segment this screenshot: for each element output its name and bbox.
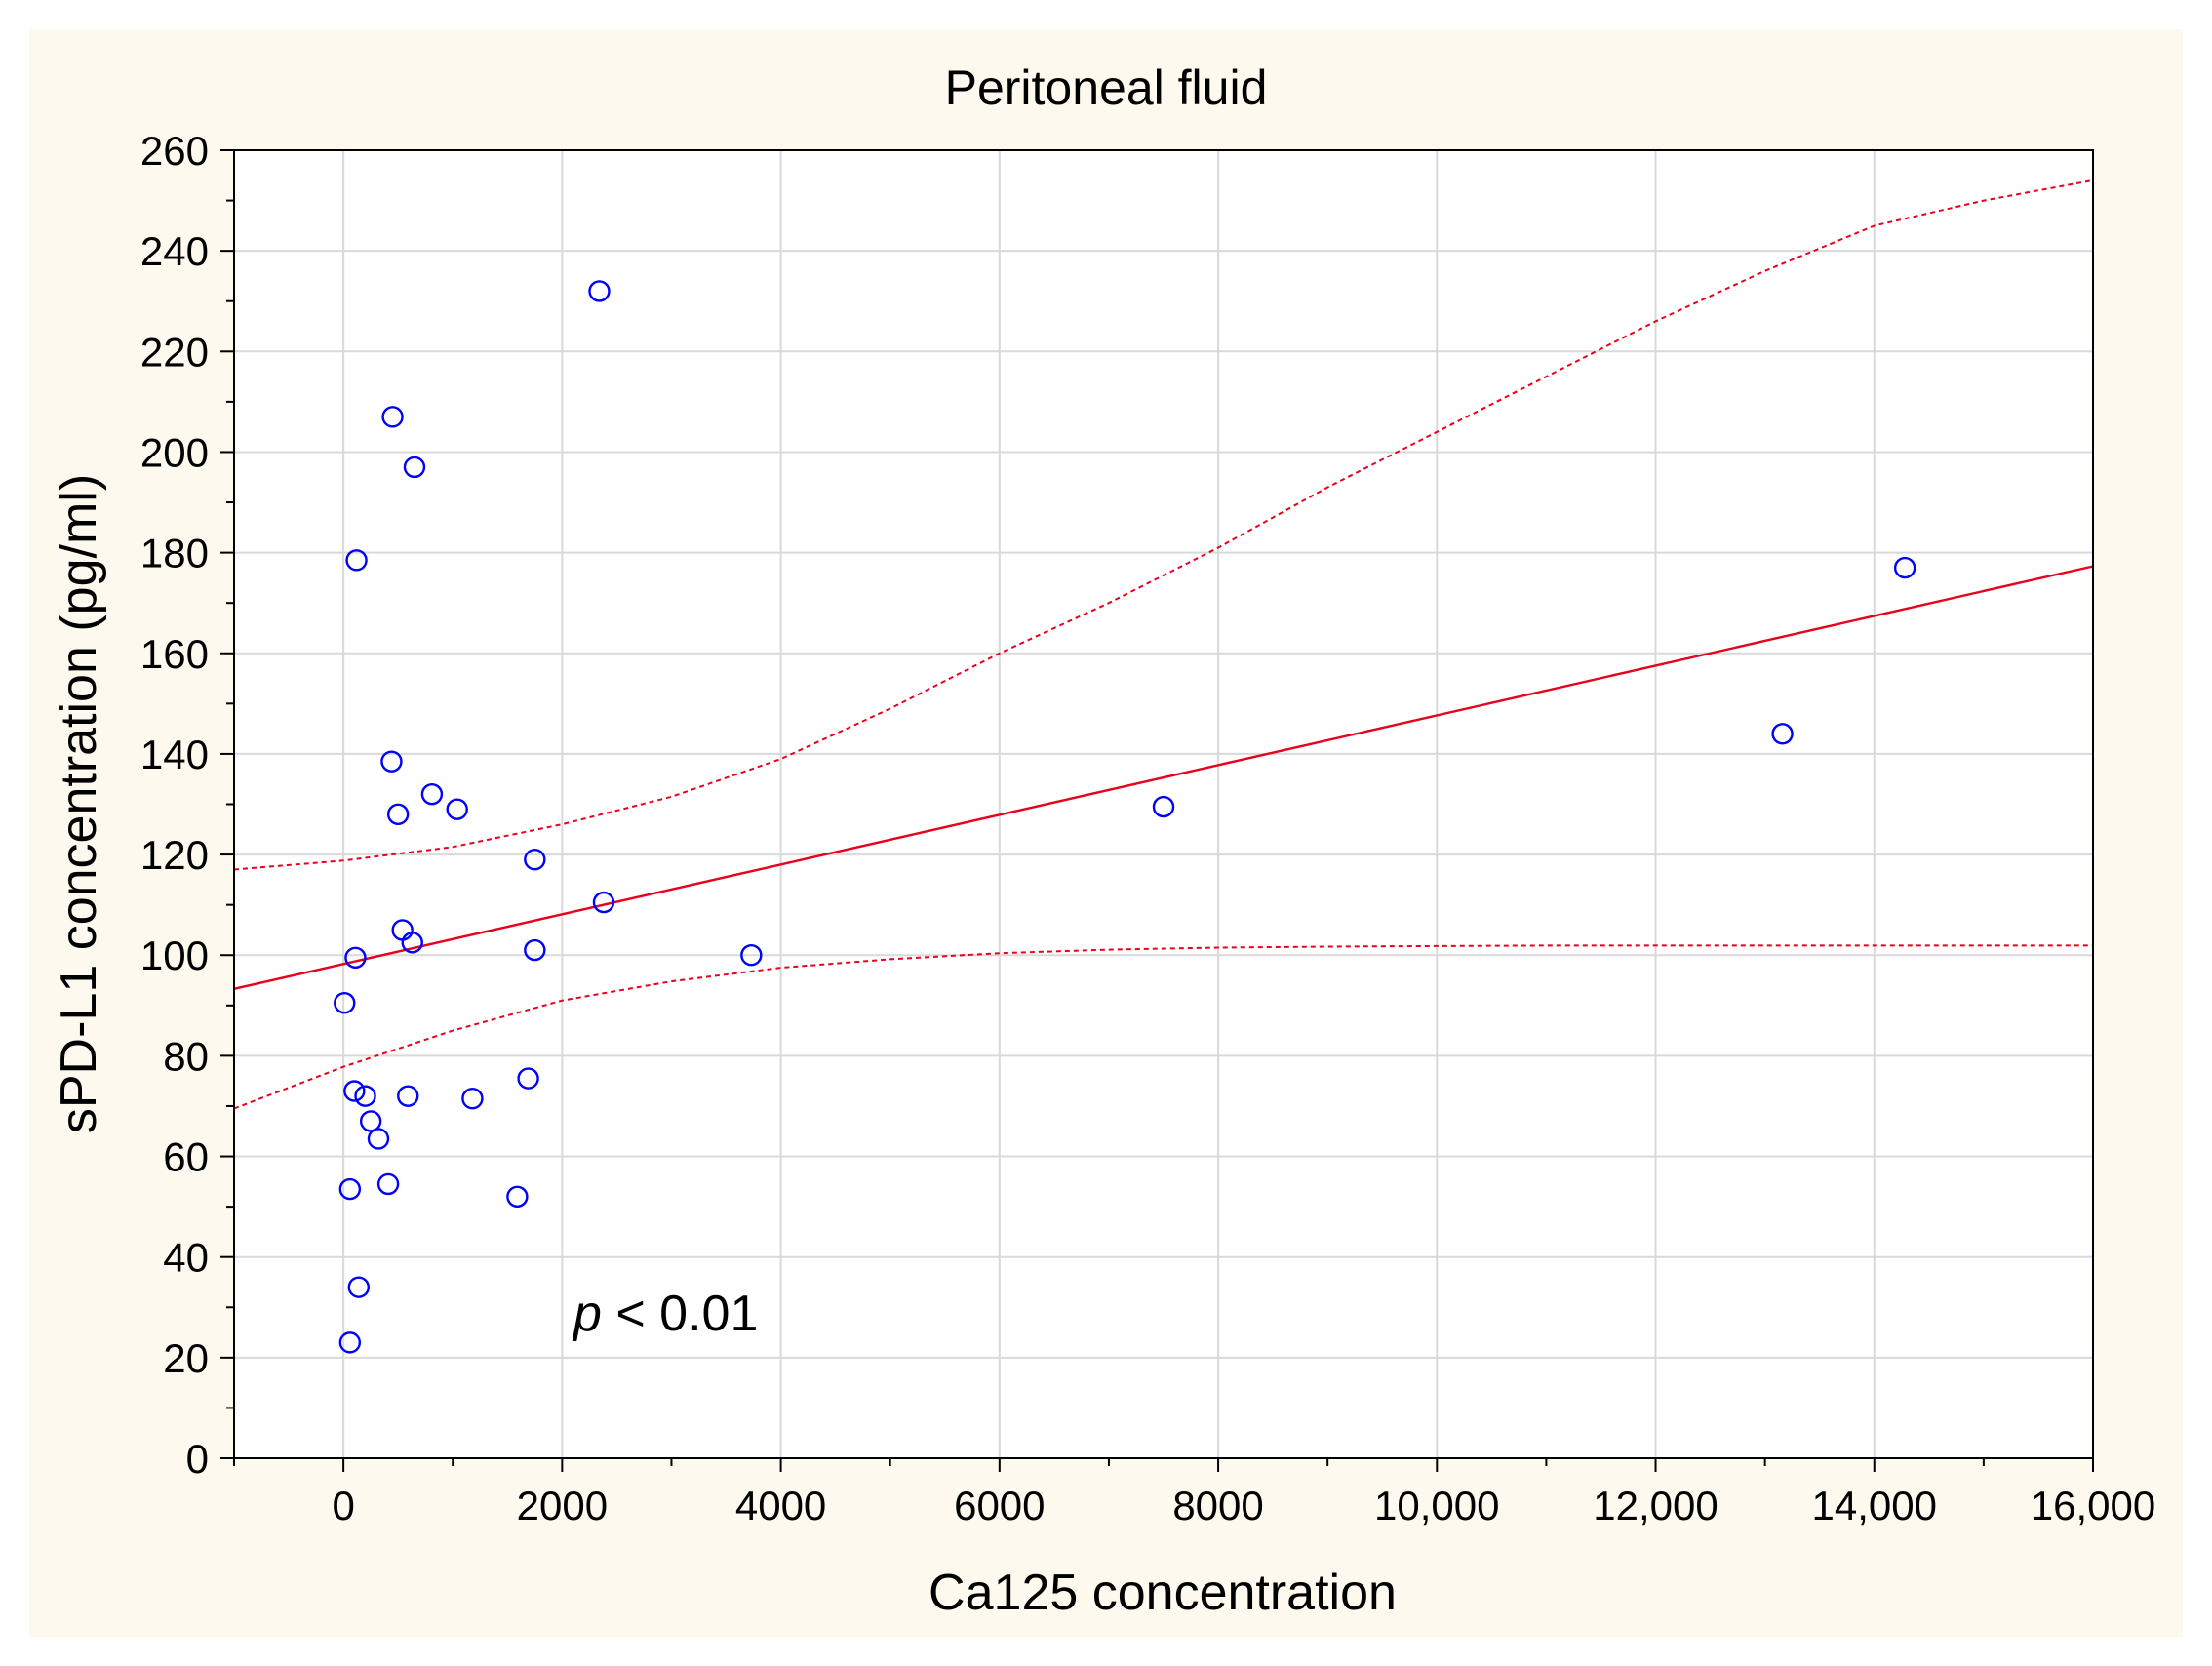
data-point [588,280,611,302]
data-point [334,992,356,1014]
y-tick-label: 60 [163,1134,209,1180]
data-point [420,782,444,806]
y-tick-label: 220 [140,329,209,375]
y-tick-label: 200 [140,429,209,475]
data-point [386,803,410,826]
data-point [403,456,426,479]
x-axis-title: Ca125 concentration [928,1565,1397,1621]
y-tick-label: 0 [186,1436,209,1482]
y-tick-label: 40 [163,1235,209,1281]
data-point [354,1085,376,1107]
x-tick-label: 0 [332,1483,354,1528]
y-tick-label: 20 [163,1335,209,1381]
data-point [397,1085,419,1107]
data-point [524,849,546,871]
confidence-bands [233,178,2094,1110]
data-point [446,798,468,820]
y-tick-label: 140 [140,732,209,777]
data-point [1771,723,1794,745]
y-tick-label: 260 [140,128,209,174]
regression-line-group [233,565,2094,990]
plot-area [234,150,2093,1458]
data-point [1152,795,1175,818]
data-point [359,1110,382,1132]
data-point [338,1177,362,1201]
y-tick-label: 120 [140,832,209,878]
y-tick-label: 180 [140,531,209,576]
y-tick-label: 160 [140,631,209,677]
y-tick-label: 240 [140,228,209,274]
x-tick-label: 12,000 [1593,1483,1718,1528]
data-point [343,1080,366,1102]
data-point [345,549,368,572]
regression-line [233,565,2094,990]
upper-confidence-band [233,178,2094,871]
lower-confidence-band [233,944,2093,1110]
data-point [740,944,763,967]
data-point [381,406,404,428]
p-value-text: < 0.01 [602,1286,758,1342]
data-point [347,1276,371,1298]
data-point [344,946,367,970]
data-point [461,1088,484,1110]
data-point [592,891,615,914]
data-point [380,750,403,773]
y-tick-label: 100 [140,932,209,978]
y-axis-title: sPD-L1 concentration (pg/ml) [51,474,107,1133]
data-point [517,1067,539,1090]
p-value-symbol: p [572,1286,602,1342]
data-point [401,932,423,954]
p-value-annotation: p < 0.01 [572,1286,758,1342]
data-point [338,1331,362,1354]
data-point [367,1128,390,1150]
data-point [1893,556,1916,579]
x-tick-label: 6000 [954,1483,1045,1528]
x-tick-label: 2000 [517,1483,608,1528]
x-tick-label: 14,000 [1812,1483,1937,1528]
chart-title: Peritoneal fluid [945,60,1268,115]
data-point [506,1185,529,1209]
y-tick-label: 80 [163,1033,209,1079]
x-tick-label: 4000 [735,1483,826,1528]
data-point [376,1172,400,1196]
x-tick-label: 8000 [1172,1483,1263,1528]
data-point [524,938,546,962]
x-tick-label: 16,000 [2031,1483,2155,1528]
x-tick-label: 10,000 [1374,1483,1499,1528]
data-points [334,280,1916,1354]
axes: 0 2000 4000 6000 8000 10,000 12,000 14,000 16,00… [140,128,2155,1528]
